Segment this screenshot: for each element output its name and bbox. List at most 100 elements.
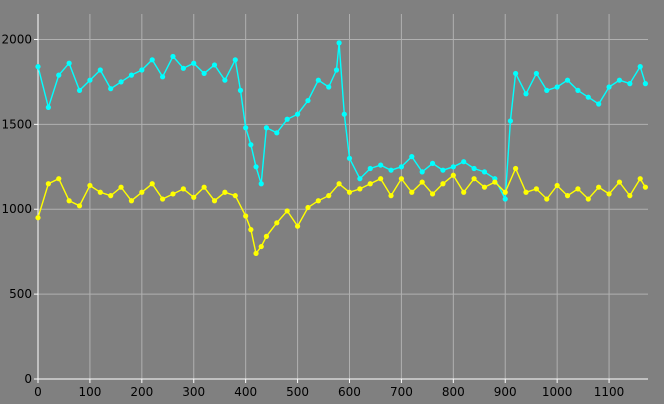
series-2-point xyxy=(523,189,529,195)
series-1-point xyxy=(149,57,155,63)
series-1-point xyxy=(263,125,270,131)
series-1-point xyxy=(513,70,519,77)
series-1-point xyxy=(642,81,649,87)
series-1-point xyxy=(627,81,633,87)
series-2-point xyxy=(139,189,145,195)
x-tick-label: 900 xyxy=(494,385,517,399)
series-1-point xyxy=(118,79,124,85)
series-2-point xyxy=(606,191,612,197)
series-1-point xyxy=(305,97,311,104)
series-2-point xyxy=(596,184,602,190)
series-2-point xyxy=(45,181,51,187)
series-2-point xyxy=(180,186,186,192)
series-1-point xyxy=(471,165,477,172)
series-2-point xyxy=(56,176,62,182)
series-1-point xyxy=(66,60,72,66)
series-2-point xyxy=(429,191,436,197)
series-1-point xyxy=(274,130,280,136)
x-tick-label: 400 xyxy=(234,385,257,399)
series-1-point xyxy=(419,169,425,175)
series-2-point xyxy=(222,189,228,195)
series-2-point xyxy=(440,181,446,187)
series-1-point xyxy=(554,84,560,90)
series-1-point xyxy=(180,65,186,71)
series-2-point xyxy=(627,193,633,199)
series-1-point xyxy=(341,111,347,117)
series-2-point xyxy=(97,189,103,195)
series-2-point xyxy=(263,233,270,239)
y-tick-label: 0 xyxy=(24,372,32,386)
series-1-point xyxy=(253,164,259,170)
series-1-point xyxy=(222,77,228,83)
series-1-point xyxy=(346,155,353,161)
x-tick-label: 300 xyxy=(182,385,205,399)
x-tick-label: 200 xyxy=(130,385,153,399)
series-2-point xyxy=(336,181,342,187)
series-1-point xyxy=(440,167,446,173)
series-1-point xyxy=(128,72,135,78)
x-tick-label: 100 xyxy=(78,385,101,399)
series-1-point xyxy=(450,164,456,170)
series-1-point xyxy=(429,160,436,166)
x-tick-label: 500 xyxy=(286,385,309,399)
series-2-point xyxy=(87,182,93,189)
series-2-point xyxy=(326,193,332,199)
series-2-point xyxy=(118,184,124,190)
grid-layer xyxy=(38,14,648,379)
series-1-point xyxy=(544,87,550,93)
series-2-point xyxy=(367,181,373,187)
series-2-point xyxy=(398,176,405,182)
series-2-point xyxy=(513,165,519,172)
series-1-point xyxy=(523,91,529,97)
series-2-point xyxy=(253,250,259,256)
series-1-point xyxy=(294,111,301,117)
series-2-point xyxy=(201,184,207,190)
series-1-point xyxy=(575,87,581,93)
x-tick-label: 1100 xyxy=(594,385,625,399)
series-1-point xyxy=(461,159,467,165)
series-1-point xyxy=(357,176,363,182)
series-2-point xyxy=(315,198,321,204)
series-1-point xyxy=(97,67,103,73)
series-2-point xyxy=(450,172,456,178)
series-2-point xyxy=(419,179,425,185)
series-2-point xyxy=(66,198,72,204)
series-1-point xyxy=(502,196,508,202)
series-1-point xyxy=(108,86,114,92)
series-2-point xyxy=(533,186,539,192)
series-2-point xyxy=(471,176,477,182)
series-2-point xyxy=(461,189,467,195)
series-2-point xyxy=(564,193,571,199)
series-1-point xyxy=(585,94,591,100)
series-2-point xyxy=(232,193,238,199)
series-1-point xyxy=(56,72,62,78)
series-1-point xyxy=(367,165,373,172)
series-2-point xyxy=(159,196,166,202)
series-2-point xyxy=(108,193,114,199)
series-1-point xyxy=(507,118,514,124)
series-2-point xyxy=(248,227,254,233)
series-2-point xyxy=(544,196,550,202)
series-2-point xyxy=(642,184,649,190)
series-2-point xyxy=(128,198,135,204)
series-2-point xyxy=(388,193,394,199)
y-tick-label: 500 xyxy=(9,287,32,301)
series-1-point xyxy=(243,125,249,131)
y-tick-label: 1500 xyxy=(1,117,32,131)
series-2-point xyxy=(294,223,301,229)
series-2-point xyxy=(274,220,280,226)
series-1-point xyxy=(637,64,643,70)
series-1-point xyxy=(35,64,41,70)
series-1-point xyxy=(388,167,394,173)
x-tick-label: 800 xyxy=(442,385,465,399)
series-1-point xyxy=(481,169,488,175)
series-1-point xyxy=(139,67,145,73)
series-1-line xyxy=(37,42,647,202)
series-layer xyxy=(35,40,649,256)
series-1-point xyxy=(606,84,612,90)
series-2-point xyxy=(35,215,41,221)
series-2-point xyxy=(554,182,560,189)
series-1-point xyxy=(326,84,332,90)
